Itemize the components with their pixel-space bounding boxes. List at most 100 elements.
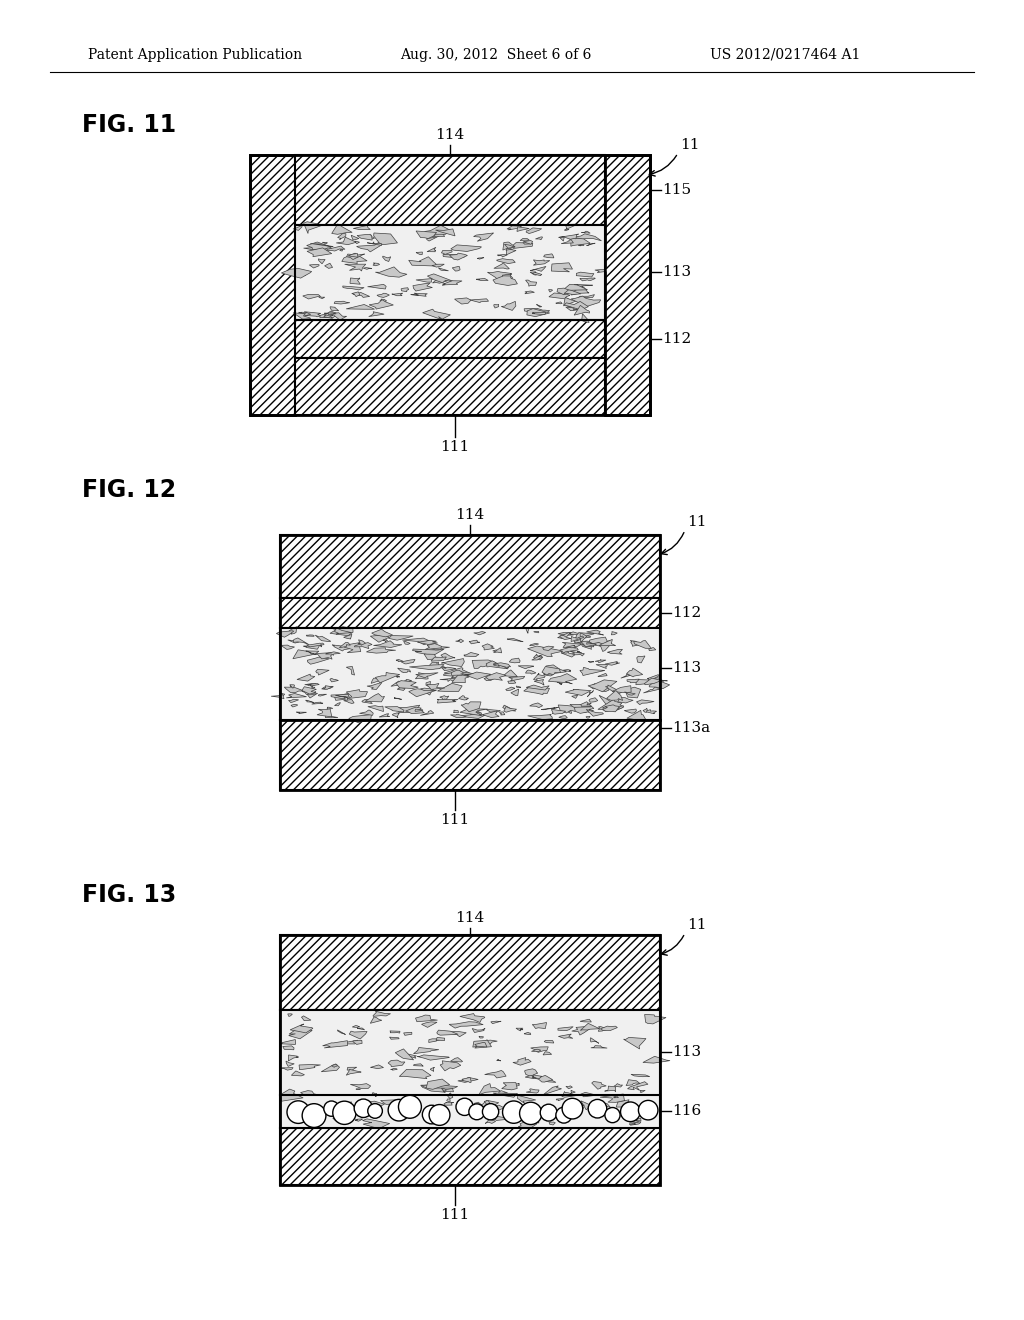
Polygon shape bbox=[479, 1084, 501, 1094]
Polygon shape bbox=[532, 1074, 542, 1078]
Polygon shape bbox=[507, 639, 523, 642]
Polygon shape bbox=[293, 226, 302, 231]
Polygon shape bbox=[586, 709, 603, 717]
Bar bbox=[295, 224, 605, 319]
Polygon shape bbox=[304, 222, 323, 234]
Polygon shape bbox=[450, 253, 467, 260]
Polygon shape bbox=[446, 684, 454, 686]
Polygon shape bbox=[318, 259, 326, 264]
Polygon shape bbox=[381, 1100, 409, 1105]
Polygon shape bbox=[558, 1034, 572, 1039]
Polygon shape bbox=[410, 664, 444, 669]
Polygon shape bbox=[569, 1104, 585, 1109]
Polygon shape bbox=[388, 635, 414, 640]
Polygon shape bbox=[303, 294, 321, 298]
Polygon shape bbox=[517, 227, 529, 231]
Polygon shape bbox=[348, 253, 358, 257]
Polygon shape bbox=[599, 696, 615, 706]
Polygon shape bbox=[490, 1022, 501, 1023]
Text: 112: 112 bbox=[662, 333, 691, 346]
Polygon shape bbox=[427, 235, 436, 239]
Polygon shape bbox=[444, 668, 471, 676]
Polygon shape bbox=[527, 645, 563, 656]
Polygon shape bbox=[329, 1106, 336, 1109]
Polygon shape bbox=[543, 647, 554, 651]
Polygon shape bbox=[344, 700, 354, 704]
Polygon shape bbox=[459, 255, 466, 257]
Polygon shape bbox=[561, 239, 573, 244]
Polygon shape bbox=[541, 708, 558, 710]
Polygon shape bbox=[475, 1040, 498, 1047]
Polygon shape bbox=[484, 1071, 506, 1078]
Polygon shape bbox=[562, 284, 588, 290]
Polygon shape bbox=[286, 1061, 294, 1067]
Polygon shape bbox=[590, 684, 607, 689]
Polygon shape bbox=[494, 263, 509, 269]
Polygon shape bbox=[494, 663, 511, 668]
Polygon shape bbox=[325, 263, 333, 268]
Polygon shape bbox=[315, 635, 331, 642]
Polygon shape bbox=[339, 643, 350, 648]
Polygon shape bbox=[572, 234, 601, 240]
Polygon shape bbox=[524, 1069, 538, 1076]
Polygon shape bbox=[421, 1085, 458, 1088]
Polygon shape bbox=[425, 644, 441, 649]
Polygon shape bbox=[456, 639, 464, 643]
Polygon shape bbox=[630, 1123, 636, 1125]
Polygon shape bbox=[625, 709, 636, 713]
Polygon shape bbox=[414, 1048, 439, 1053]
Polygon shape bbox=[568, 710, 571, 713]
Polygon shape bbox=[367, 648, 395, 653]
Text: 11: 11 bbox=[680, 139, 699, 152]
Polygon shape bbox=[437, 684, 462, 692]
Circle shape bbox=[333, 1101, 356, 1125]
Polygon shape bbox=[285, 685, 304, 693]
Polygon shape bbox=[317, 708, 332, 717]
Polygon shape bbox=[323, 1040, 347, 1048]
Polygon shape bbox=[409, 689, 436, 697]
Polygon shape bbox=[535, 1076, 553, 1082]
Polygon shape bbox=[402, 638, 431, 644]
Polygon shape bbox=[402, 1053, 417, 1059]
Polygon shape bbox=[574, 284, 593, 286]
Polygon shape bbox=[598, 673, 607, 677]
Polygon shape bbox=[406, 680, 412, 682]
Polygon shape bbox=[459, 696, 469, 700]
Polygon shape bbox=[307, 248, 332, 256]
Polygon shape bbox=[498, 255, 507, 257]
Polygon shape bbox=[335, 628, 352, 634]
Polygon shape bbox=[282, 1068, 293, 1071]
Polygon shape bbox=[392, 713, 399, 718]
Circle shape bbox=[324, 1101, 339, 1117]
Text: 114: 114 bbox=[435, 128, 465, 143]
Polygon shape bbox=[420, 710, 434, 715]
Circle shape bbox=[287, 1101, 309, 1123]
Polygon shape bbox=[627, 678, 639, 682]
Bar bbox=[295, 358, 605, 414]
Polygon shape bbox=[509, 676, 524, 681]
Polygon shape bbox=[302, 692, 316, 694]
Text: FIG. 11: FIG. 11 bbox=[82, 114, 176, 137]
Polygon shape bbox=[589, 661, 594, 663]
Polygon shape bbox=[409, 257, 438, 267]
Polygon shape bbox=[423, 309, 451, 319]
Polygon shape bbox=[439, 696, 449, 700]
Polygon shape bbox=[558, 632, 573, 635]
Polygon shape bbox=[497, 1059, 501, 1061]
Polygon shape bbox=[346, 689, 368, 698]
Polygon shape bbox=[306, 1118, 325, 1125]
Polygon shape bbox=[414, 1064, 423, 1067]
Polygon shape bbox=[524, 1032, 530, 1035]
Polygon shape bbox=[559, 715, 567, 718]
Polygon shape bbox=[530, 1047, 548, 1052]
Polygon shape bbox=[373, 1011, 390, 1016]
Polygon shape bbox=[616, 1100, 631, 1107]
Polygon shape bbox=[580, 279, 595, 281]
Polygon shape bbox=[551, 709, 565, 714]
Polygon shape bbox=[367, 682, 382, 689]
Polygon shape bbox=[637, 700, 654, 705]
Polygon shape bbox=[534, 653, 543, 660]
Text: 116: 116 bbox=[672, 1104, 701, 1118]
Polygon shape bbox=[626, 1080, 640, 1085]
Polygon shape bbox=[571, 1027, 592, 1035]
